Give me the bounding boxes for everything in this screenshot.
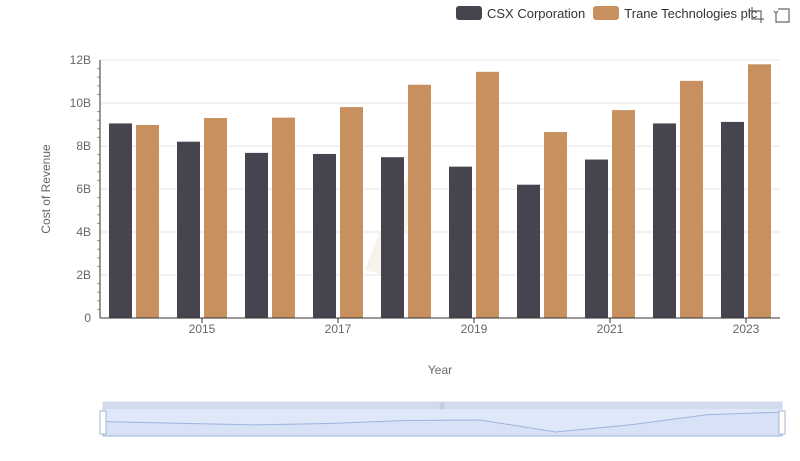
legend-label-trane: Trane Technologies plc xyxy=(624,5,758,21)
x-tick-label: 2023 xyxy=(733,322,760,336)
y-tick-label: 10B xyxy=(70,96,91,110)
slider-grip-icon[interactable]: ||| xyxy=(439,403,445,410)
bar-csx-2017[interactable] xyxy=(313,153,336,318)
x-tick-label: 2019 xyxy=(461,322,488,336)
x-axis-title: Year xyxy=(428,363,452,377)
y-axis-tick-labels: 0 2B 4B 6B 8B 10B 12B xyxy=(70,53,92,325)
bar-trane-2015[interactable] xyxy=(204,118,227,318)
bars xyxy=(109,64,771,319)
slider-top-bar[interactable] xyxy=(103,402,782,409)
slider-handle-left[interactable] xyxy=(99,410,107,435)
legend-item-csx[interactable]: CSX Corporation xyxy=(456,6,585,21)
bar-csx-2015[interactable] xyxy=(177,141,200,318)
restore-icon[interactable] xyxy=(773,6,791,24)
bar-trane-2016[interactable] xyxy=(272,117,295,319)
x-axis-tick-labels: 2015 2017 2019 2021 2023 xyxy=(189,322,760,336)
bar-trane-2020[interactable] xyxy=(544,132,567,318)
y-tick-label: 4B xyxy=(76,225,91,239)
zoom-icon[interactable] xyxy=(747,6,765,24)
y-tick-label: 6B xyxy=(76,182,91,196)
y-tick-label: 12B xyxy=(70,53,91,67)
datazoom-slider[interactable]: ||| xyxy=(99,401,786,437)
y-tick-label: 8B xyxy=(76,139,91,153)
bar-csx-2014[interactable] xyxy=(109,123,132,318)
toolbox xyxy=(747,6,791,24)
y-axis-title: Cost of Revenue xyxy=(39,144,53,234)
x-tick-label: 2015 xyxy=(189,322,216,336)
x-tick-label: 2017 xyxy=(325,322,352,336)
y-tick-label: 0 xyxy=(84,311,91,325)
y-tick-label: 2B xyxy=(76,268,91,282)
bar-csx-2023[interactable] xyxy=(721,121,744,318)
bar-csx-2018[interactable] xyxy=(381,157,404,318)
bar-trane-2019[interactable] xyxy=(476,71,499,318)
bar-csx-2016[interactable] xyxy=(245,152,268,318)
bar-csx-2021[interactable] xyxy=(585,159,608,318)
legend-swatch-trane xyxy=(593,6,620,20)
bar-trane-2018[interactable] xyxy=(408,84,431,318)
bar-csx-2019[interactable] xyxy=(449,166,472,318)
bar-trane-2014[interactable] xyxy=(136,124,159,319)
bar-csx-2020[interactable] xyxy=(517,184,540,318)
legend-item-trane[interactable]: Trane Technologies plc xyxy=(593,6,757,21)
bar-trane-2017[interactable] xyxy=(340,107,363,319)
legend-swatch-csx xyxy=(456,6,482,20)
x-tick-label: 2021 xyxy=(597,322,624,336)
axes xyxy=(99,60,780,323)
bar-trane-2021[interactable] xyxy=(612,110,635,318)
legend: CSX Corporation Trane Technologies plc xyxy=(456,3,765,23)
bar-trane-2023[interactable] xyxy=(748,64,771,318)
bar-csx-2022[interactable] xyxy=(653,123,676,318)
slider-handle-right[interactable] xyxy=(778,410,786,435)
bar-trane-2022[interactable] xyxy=(680,80,703,318)
legend-label-csx: CSX Corporation xyxy=(487,5,586,21)
